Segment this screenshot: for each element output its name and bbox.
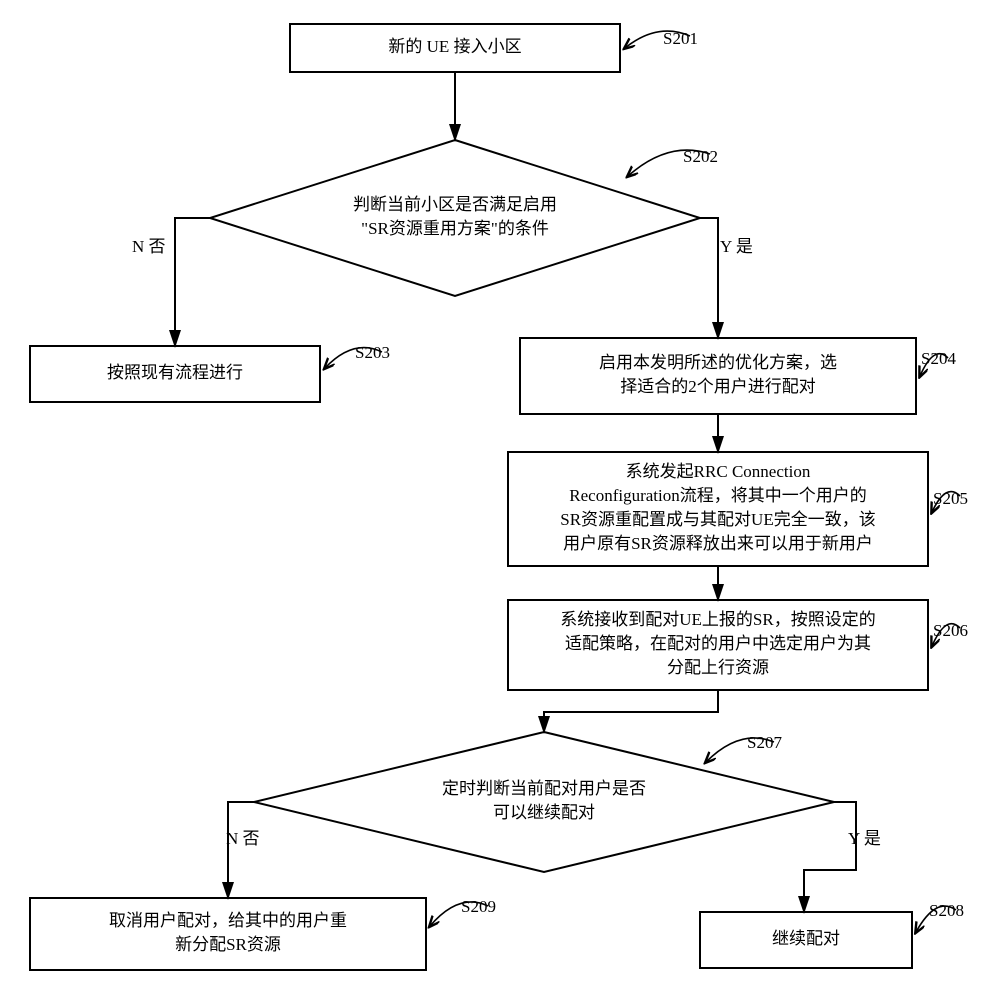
svg-text:适配策略，在配对的用户中选定用户为其: 适配策略，在配对的用户中选定用户为其 <box>565 634 871 653</box>
svg-text:继续配对: 继续配对 <box>772 929 840 948</box>
svg-text:新分配SR资源: 新分配SR资源 <box>175 935 281 954</box>
s202-yes-label: Y 是 <box>720 237 753 256</box>
svg-text:按照现有流程进行: 按照现有流程进行 <box>107 363 243 382</box>
svg-text:系统接收到配对UE上报的SR，按照设定的: 系统接收到配对UE上报的SR，按照设定的 <box>560 610 875 629</box>
svg-text:择适合的2个用户进行配对: 择适合的2个用户进行配对 <box>620 377 816 396</box>
edge-s207-s209 <box>228 802 254 898</box>
svg-text:启用本发明所述的优化方案，选: 启用本发明所述的优化方案，选 <box>599 353 837 372</box>
svg-text:取消用户配对，给其中的用户重: 取消用户配对，给其中的用户重 <box>109 911 347 930</box>
s203-label: S203 <box>355 343 390 362</box>
s207-label: S207 <box>747 733 782 752</box>
edge-s206-s207 <box>544 690 718 732</box>
s207-yes-label: Y 是 <box>848 829 881 848</box>
svg-text:用户原有SR资源释放出来可以用于新用户: 用户原有SR资源释放出来可以用于新用户 <box>563 534 873 553</box>
edge-s202-s203 <box>175 218 210 346</box>
svg-text:分配上行资源: 分配上行资源 <box>667 658 769 677</box>
edge-s202-s204 <box>700 218 718 338</box>
s207-no-label: N 否 <box>226 829 260 848</box>
svg-text:SR资源重配置成与其配对UE完全一致，该: SR资源重配置成与其配对UE完全一致，该 <box>560 510 875 529</box>
edge-s207-s208 <box>804 802 856 912</box>
svg-text:判断当前小区是否满足启用: 判断当前小区是否满足启用 <box>353 195 557 214</box>
flowchart: 新的 UE 接入小区S201判断当前小区是否满足启用"SR资源重用方案"的条件N… <box>0 0 984 1000</box>
svg-text:新的 UE 接入小区: 新的 UE 接入小区 <box>388 37 521 56</box>
s202-no-label: N 否 <box>132 237 166 256</box>
svg-text:可以继续配对: 可以继续配对 <box>493 803 595 822</box>
svg-text:系统发起RRC Connection: 系统发起RRC Connection <box>626 462 811 481</box>
svg-text:"SR资源重用方案"的条件: "SR资源重用方案"的条件 <box>361 219 549 238</box>
s209-label: S209 <box>461 897 496 916</box>
svg-text:定时判断当前配对用户是否: 定时判断当前配对用户是否 <box>442 779 646 798</box>
svg-text:Reconfiguration流程，将其中一个用户的: Reconfiguration流程，将其中一个用户的 <box>569 486 866 505</box>
